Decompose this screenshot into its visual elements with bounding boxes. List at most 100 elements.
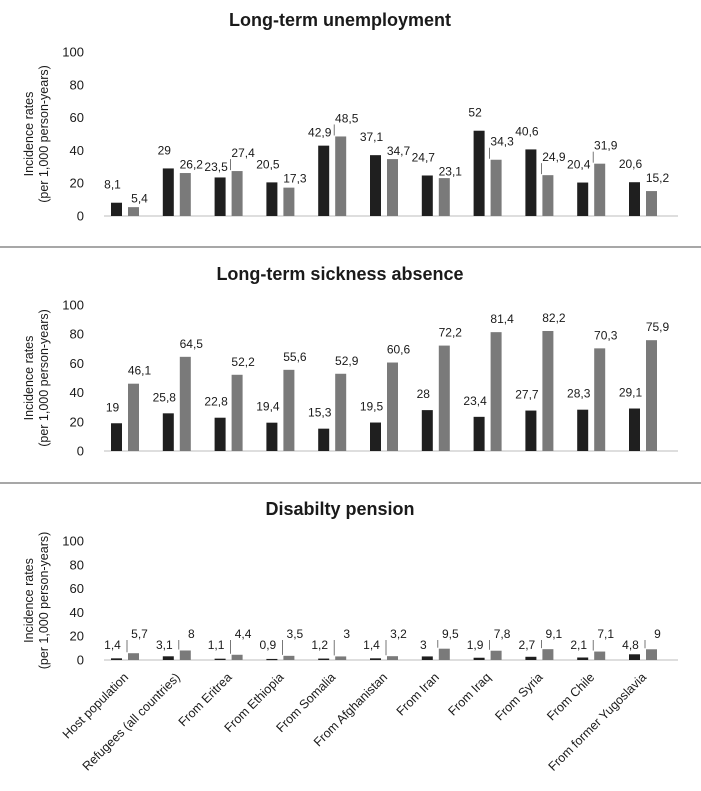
data-label-series-1: 4,8 — [622, 638, 639, 652]
data-label-series-2: 48,5 — [335, 111, 359, 125]
data-label-series-2: 82,2 — [542, 311, 566, 325]
bar-series-2 — [335, 136, 347, 216]
y-tick-label: 40 — [70, 605, 84, 620]
y-axis-label: (per 1,000 person-years) — [37, 532, 51, 670]
data-label-series-2: 17,3 — [283, 171, 307, 185]
data-label-series-2: 64,5 — [180, 337, 204, 351]
data-label-series-1: 1,4 — [104, 638, 121, 652]
bar-series-1 — [162, 168, 174, 216]
category-label: From Syria — [492, 670, 545, 723]
bar-series-2 — [542, 330, 554, 451]
y-tick-label: 100 — [62, 534, 84, 549]
data-label-series-1: 28,3 — [567, 387, 591, 401]
y-tick-label: 0 — [77, 209, 84, 224]
bar-series-1 — [318, 658, 330, 660]
bar-series-1 — [473, 130, 485, 216]
bar-series-1 — [111, 202, 122, 216]
bar-series-1 — [214, 177, 226, 216]
bar-series-1 — [111, 423, 122, 451]
data-label-series-1: 22,8 — [204, 395, 228, 409]
bar-series-1 — [266, 658, 278, 661]
data-label-series-1: 25,8 — [153, 390, 177, 404]
data-label-series-1: 1,4 — [363, 638, 380, 652]
bar-series-1 — [525, 149, 537, 216]
data-label-series-2: 8 — [188, 627, 195, 641]
data-label-series-1: 1,9 — [467, 638, 484, 652]
bar-series-2 — [335, 373, 347, 451]
data-label-series-2: 3,2 — [390, 627, 407, 641]
bar-series-2 — [283, 187, 295, 216]
data-label-series-1: 27,7 — [515, 388, 539, 402]
bar-series-1 — [473, 416, 485, 451]
y-axis-label: (per 1,000 person-years) — [37, 65, 51, 203]
data-label-series-2: 9,5 — [442, 627, 459, 641]
bar-series-1 — [162, 656, 174, 660]
data-label-series-1: 1,1 — [208, 638, 225, 652]
bar-series-2 — [594, 348, 606, 451]
data-label-series-1: 28 — [417, 387, 431, 401]
y-tick-label: 100 — [62, 298, 84, 313]
y-tick-label: 60 — [70, 356, 84, 371]
bar-series-2 — [438, 345, 450, 451]
bar-series-2 — [542, 649, 554, 660]
data-label-series-1: 19,5 — [360, 400, 384, 414]
bar-series-1 — [370, 155, 381, 216]
bar-series-2 — [646, 191, 657, 216]
data-label-series-2: 7,1 — [597, 627, 614, 641]
bar-series-1 — [525, 410, 537, 451]
data-label-series-2: 5,4 — [131, 192, 148, 206]
y-axis-label: Incidence rates — [22, 336, 36, 421]
bar-series-1 — [214, 658, 226, 660]
data-label-series-2: 7,8 — [494, 627, 511, 641]
bar-series-2 — [335, 656, 347, 660]
chart-title: Long-term sickness absence — [216, 264, 463, 284]
bar-series-1 — [577, 182, 589, 216]
y-tick-label: 80 — [70, 327, 84, 342]
bar-series-2 — [231, 374, 243, 451]
bar-series-2 — [646, 649, 657, 660]
bar-series-2 — [128, 653, 139, 660]
y-axis-label: Incidence rates — [22, 558, 36, 643]
data-label-series-2: 5,7 — [131, 627, 148, 641]
data-label-series-1: 29,1 — [619, 386, 643, 400]
data-label-series-1: 3,1 — [156, 638, 173, 652]
y-tick-label: 80 — [70, 77, 84, 92]
data-label-series-1: 15,3 — [308, 406, 332, 420]
bar-series-2 — [128, 207, 139, 216]
data-label-series-1: 20,5 — [256, 157, 280, 171]
bar-series-2 — [490, 332, 502, 451]
data-label-series-2: 3 — [343, 627, 350, 641]
data-label-series-2: 9 — [654, 627, 661, 641]
data-label-series-1: 37,1 — [360, 130, 384, 144]
data-label-series-2: 26,2 — [180, 157, 204, 171]
bar-series-2 — [231, 654, 243, 660]
y-axis-label: (per 1,000 person-years) — [37, 309, 51, 447]
bar-series-2 — [387, 362, 398, 451]
bar-series-2 — [231, 171, 243, 216]
data-label-series-2: 72,2 — [439, 326, 463, 340]
y-tick-label: 80 — [70, 557, 84, 572]
bar-series-2 — [490, 650, 502, 660]
bar-series-2 — [283, 369, 295, 451]
bar-series-1 — [318, 145, 330, 216]
bar-series-1 — [421, 175, 433, 216]
data-label-series-2: 15,2 — [646, 171, 670, 185]
data-label-series-2: 23,1 — [439, 164, 463, 178]
data-label-series-2: 34,7 — [387, 144, 411, 158]
data-label-series-1: 20,6 — [619, 157, 643, 171]
bar-series-1 — [162, 413, 174, 451]
y-tick-label: 40 — [70, 385, 84, 400]
bar-series-1 — [266, 422, 278, 451]
bar-series-1 — [111, 658, 122, 660]
bar-series-2 — [594, 163, 606, 216]
data-label-series-1: 40,6 — [515, 124, 539, 138]
y-axis-label: Incidence rates — [22, 92, 36, 177]
data-label-series-1: 1,2 — [311, 638, 328, 652]
bar-series-1 — [214, 417, 226, 451]
data-label-series-2: 46,1 — [128, 364, 152, 378]
bar-series-1 — [473, 657, 485, 660]
data-label-series-2: 3,5 — [287, 627, 304, 641]
y-tick-label: 100 — [62, 45, 84, 60]
bar-series-1 — [629, 182, 640, 216]
